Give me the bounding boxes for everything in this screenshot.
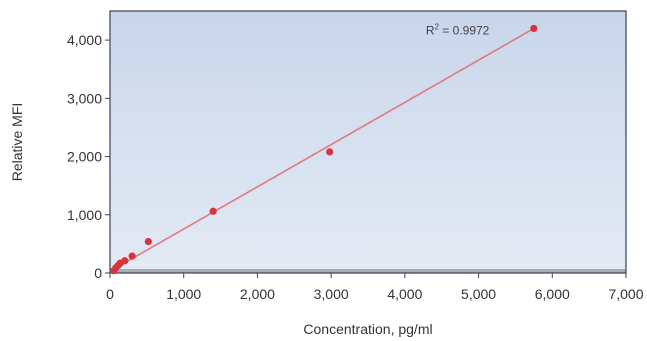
r-squared-annotation: R2 = 0.9972 — [426, 22, 490, 37]
data-points — [110, 24, 538, 275]
y-tick-label: 3,000 — [67, 90, 102, 106]
y-tick-label: 2,000 — [67, 149, 102, 165]
x-tick-label: 2,000 — [240, 286, 275, 302]
baseline-band — [110, 269, 626, 273]
x-tick-label: 3,000 — [314, 286, 349, 302]
x-tick-label: 4,000 — [387, 286, 422, 302]
data-point — [209, 207, 217, 215]
x-axis: 0 1,000 2,000 3,000 4,000 5,000 6,000 7,000 — [106, 273, 644, 302]
y-axis-title: Relative MFI — [9, 103, 25, 182]
data-point — [530, 24, 538, 33]
y-tick-label: 1,000 — [67, 207, 102, 223]
plot-frame — [109, 10, 627, 274]
plot-area — [110, 11, 626, 273]
x-tick-label: 7,000 — [608, 286, 643, 302]
data-point — [326, 148, 334, 156]
data-point — [121, 257, 129, 265]
data-point — [144, 237, 152, 246]
annotation-r: R — [426, 23, 435, 37]
x-tick-label: 1,000 — [166, 286, 201, 302]
data-point — [128, 252, 136, 260]
x-tick-label: 0 — [106, 286, 114, 302]
x-tick-label: 6,000 — [535, 286, 570, 302]
x-tick-label: 5,000 — [461, 286, 496, 302]
x-axis-title: Concentration, pg/ml — [303, 321, 432, 337]
y-tick-label: 0 — [94, 265, 102, 281]
annotation-value: = 0.9972 — [439, 23, 490, 37]
y-tick-label: 4,000 — [67, 32, 102, 48]
annotation-superscript: 2 — [435, 22, 440, 31]
trendline — [109, 27, 535, 272]
y-axis: 0 1,000 2,000 3,000 4,000 — [67, 32, 110, 281]
